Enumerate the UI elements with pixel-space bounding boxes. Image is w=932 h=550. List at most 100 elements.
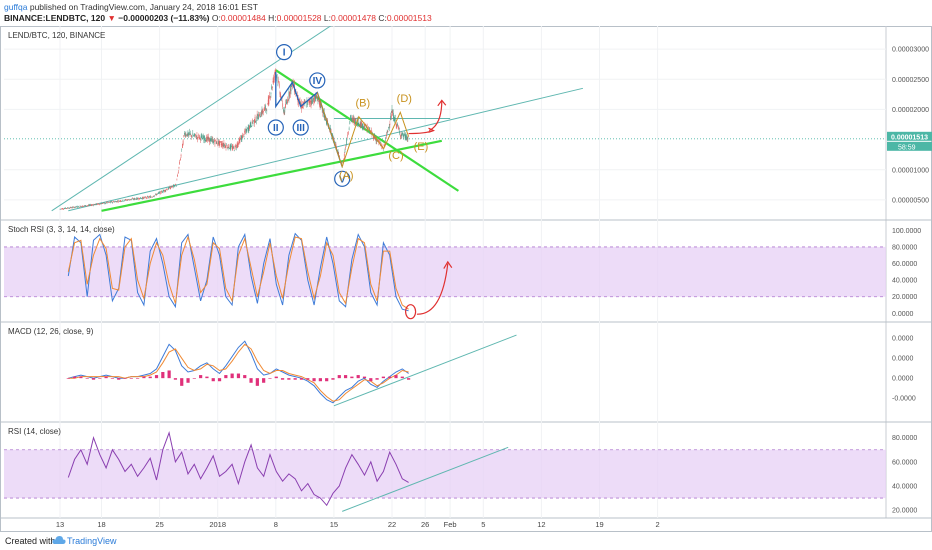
candle-body <box>262 110 264 114</box>
candle-body <box>193 135 195 137</box>
candle-body <box>193 135 194 137</box>
candle-body <box>98 203 100 205</box>
price-tick-label: 0.00000500 <box>892 197 929 204</box>
candle-body <box>376 139 378 142</box>
candle-body <box>285 102 287 104</box>
candle-body <box>151 196 153 198</box>
candle-body <box>72 207 73 208</box>
candle-body <box>206 136 208 140</box>
candle-body <box>161 191 163 193</box>
candle-body <box>330 127 331 131</box>
candle-body <box>157 193 158 195</box>
candle-body <box>392 111 394 116</box>
wave-label-roman: V <box>339 174 346 185</box>
candle-body <box>243 136 245 137</box>
chart-header: guffqa published on TradingView.com, Jan… <box>4 2 924 26</box>
candle-body <box>110 201 112 203</box>
macd-histogram-bar <box>205 376 209 379</box>
candle-body <box>345 147 347 148</box>
candle-body <box>406 135 407 141</box>
candle-body <box>114 201 115 203</box>
candle-body <box>182 143 183 149</box>
candle-body <box>83 206 84 207</box>
candle-body <box>354 119 355 124</box>
candle-body <box>283 109 284 112</box>
macd-histogram-bar <box>318 378 322 382</box>
candle-body <box>274 76 275 78</box>
macd-histogram-bar <box>337 375 341 379</box>
candle-body <box>316 94 317 98</box>
candle-body <box>66 208 68 209</box>
candle-body <box>242 135 243 139</box>
candle-body <box>76 206 78 208</box>
author-link[interactable]: guffqa <box>4 2 28 12</box>
candle-body <box>361 125 363 129</box>
candle-body <box>206 136 207 142</box>
candle-body <box>221 143 223 146</box>
candle-body <box>314 96 316 99</box>
wave-label-letter: (E) <box>414 141 429 153</box>
macd-histogram-bar <box>299 378 304 380</box>
candle-body <box>204 140 206 141</box>
candle-body <box>363 124 365 129</box>
candle-body <box>103 202 104 204</box>
candle-body <box>357 120 358 126</box>
candle-body <box>143 197 145 199</box>
price-tag-value: 0.00001513 <box>891 134 928 141</box>
candle-body <box>74 206 76 208</box>
candle-body <box>144 196 146 198</box>
candle-body <box>357 122 359 125</box>
candle-body <box>170 187 172 189</box>
candle-body <box>334 142 336 143</box>
candle-body <box>305 105 307 107</box>
candle-body <box>113 201 115 203</box>
candle-body <box>213 140 214 143</box>
candle-body <box>404 133 405 136</box>
change-value: −0.00000203 (−11.83%) <box>118 13 210 23</box>
candle-body <box>312 99 313 104</box>
candle-body <box>284 107 286 113</box>
candle-body <box>110 201 111 203</box>
candle-body <box>318 100 320 101</box>
candle-body <box>403 136 405 137</box>
candle-body <box>317 98 319 101</box>
candle-body <box>372 133 373 134</box>
candle-body <box>61 208 62 210</box>
candle-body <box>364 127 366 129</box>
candle-body <box>271 86 272 90</box>
rsi-line <box>67 431 409 507</box>
ohlc-close-label: C: <box>378 13 387 23</box>
candle-body <box>202 135 204 139</box>
candle-body <box>303 101 305 103</box>
candle-body <box>361 121 362 126</box>
candle-body <box>106 202 108 204</box>
candle-body <box>116 201 118 203</box>
candle-body <box>263 111 264 113</box>
macd-histogram-bar <box>129 378 133 379</box>
candle-body <box>275 70 277 72</box>
macd-histogram-bar <box>148 376 152 379</box>
candle-body <box>207 137 209 140</box>
candle-body <box>258 114 259 120</box>
candle-body <box>355 119 357 121</box>
wave-label-roman: II <box>273 123 279 134</box>
macd-histogram-bar <box>98 378 102 379</box>
macd-histogram-bar <box>104 376 108 379</box>
candle-body <box>162 190 164 193</box>
candle-body <box>283 112 285 115</box>
candle-body <box>177 171 179 174</box>
price-tick-label: 0.00002500 <box>892 77 929 84</box>
abc-wave-path <box>316 92 410 169</box>
candle-body <box>73 207 75 208</box>
candle-body <box>67 207 69 209</box>
candle-body <box>352 117 353 121</box>
candle-body <box>346 139 348 141</box>
tradingview-cloud-icon <box>52 536 66 544</box>
candle-body <box>146 196 148 199</box>
candle-body <box>294 92 296 94</box>
candle-body <box>127 199 129 201</box>
tradingview-brand[interactable]: TradingView <box>67 536 117 546</box>
candle-body <box>354 118 356 124</box>
macd-histogram-bar <box>91 378 96 380</box>
chart-canvas[interactable]: 0.00003000 0.00002500 0.00002000 0.00001000… <box>0 26 932 532</box>
